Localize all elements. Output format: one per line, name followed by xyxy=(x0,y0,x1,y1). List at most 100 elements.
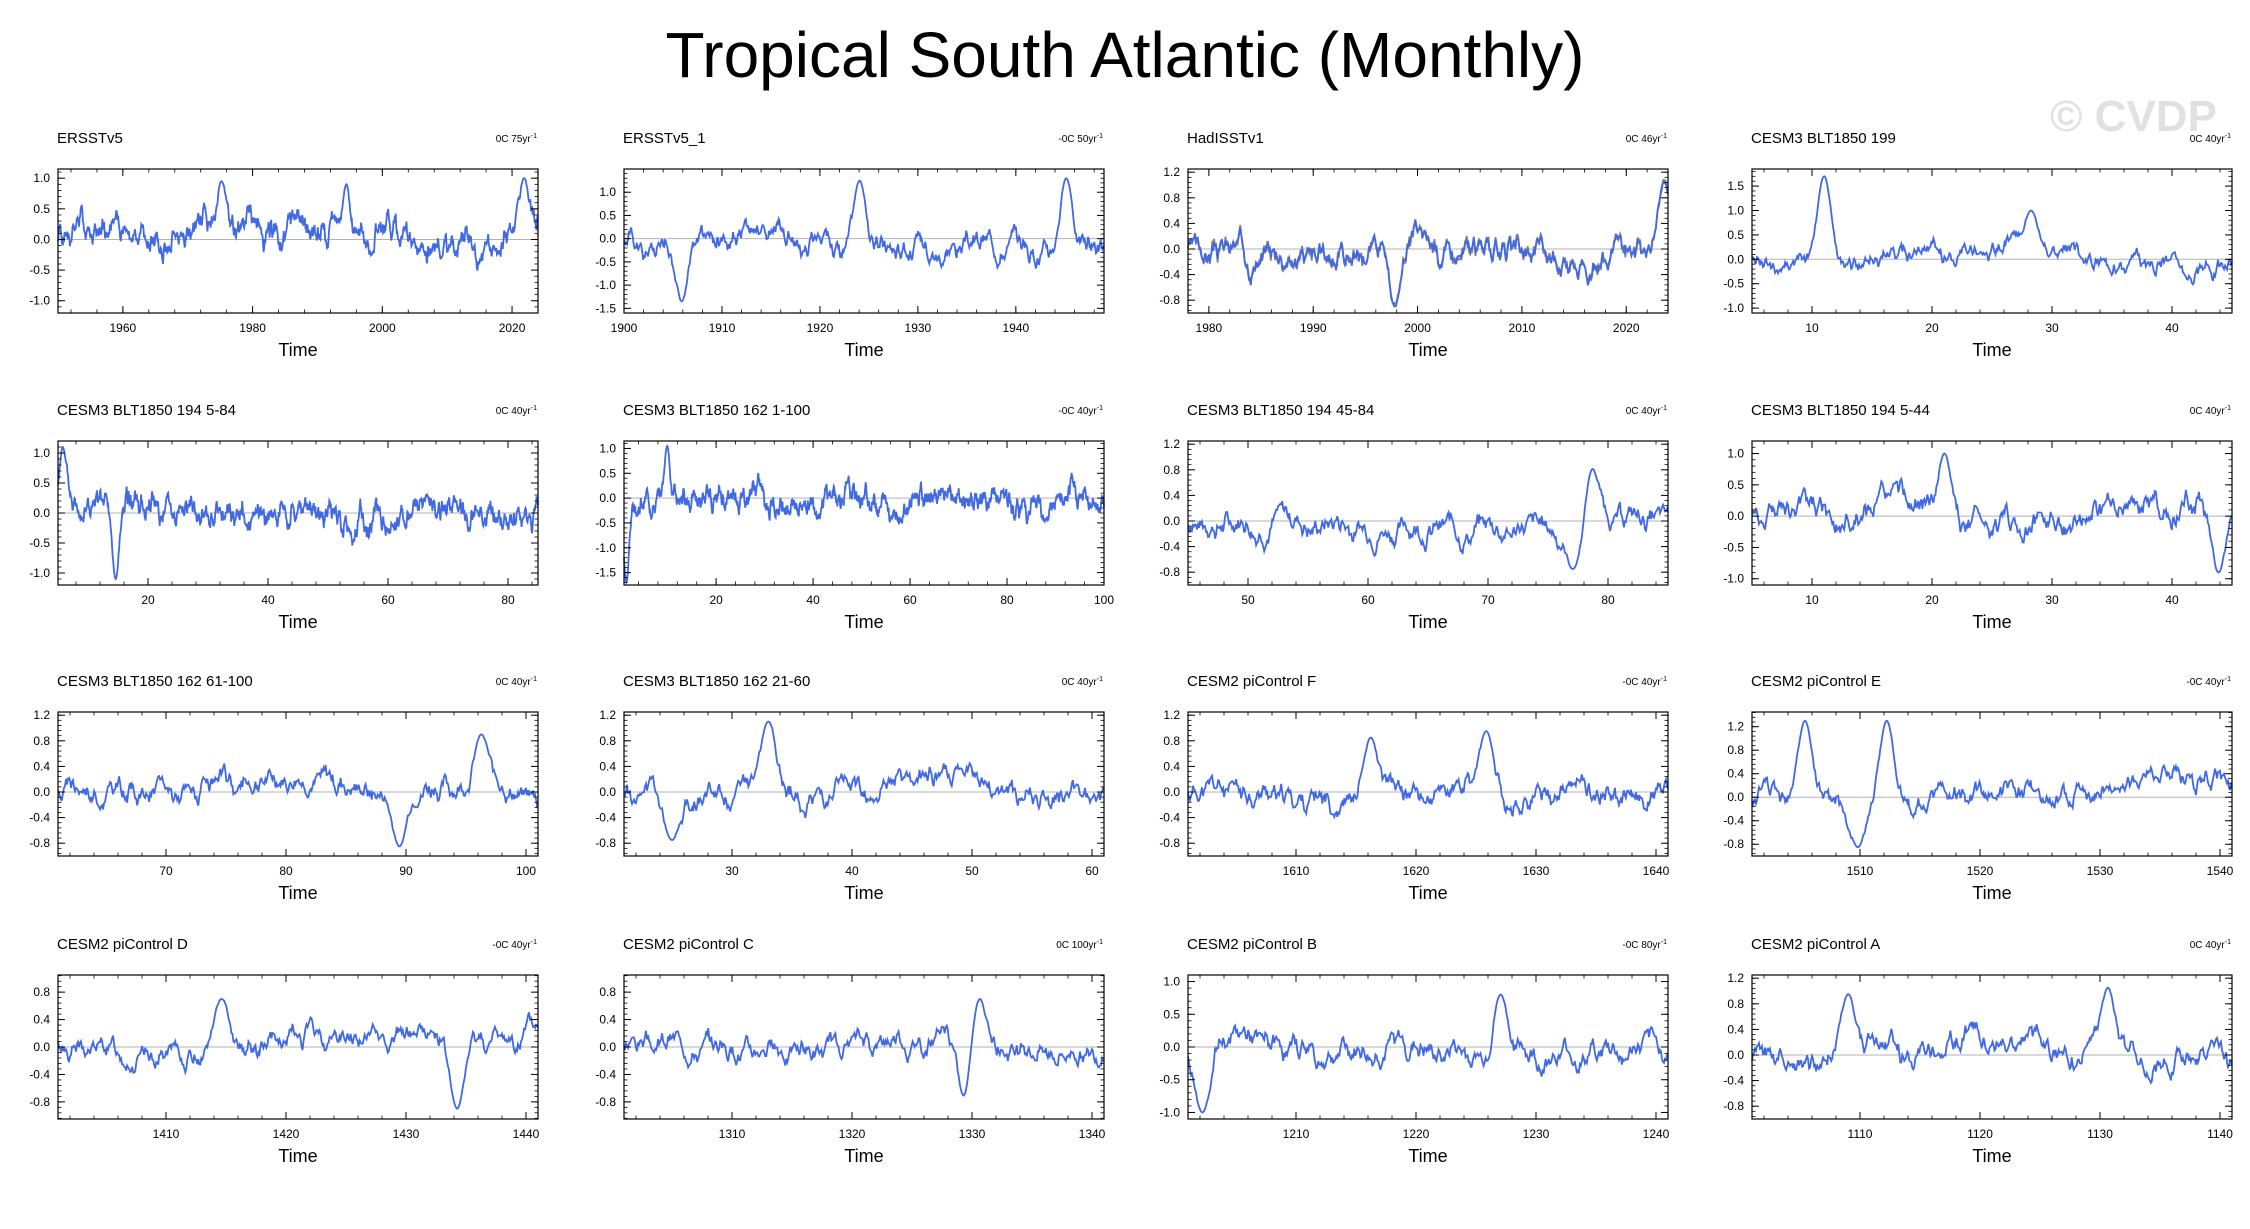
x-tick-label: 2020 xyxy=(1613,321,1640,335)
panel-trend-label: -0C 40yr-1 xyxy=(1058,405,1103,417)
chart-panel-15: CESM2 piControl B -0C 80yr-1 -1.0 -0.5 0.0 0.… xyxy=(1159,936,1669,1166)
x-tick-label: 40 xyxy=(261,593,275,607)
chart-panel-7: CESM3 BLT1850 194 45-84 0C 40yr-1 -0.8 -0.4… xyxy=(1159,402,1669,632)
panel-title: CESM2 piControl D xyxy=(57,936,188,953)
y-tick-label: 1.2 xyxy=(1727,971,1744,985)
panel-title: CESM3 BLT1850 162 21-60 xyxy=(623,673,810,690)
panel-title: CESM3 BLT1850 199 xyxy=(1751,130,1896,147)
y-tick-label: 1.2 xyxy=(1163,708,1180,722)
series-line xyxy=(623,720,1105,841)
y-tick-label: -0.5 xyxy=(1723,277,1744,291)
x-tick-label: 1330 xyxy=(959,1127,986,1141)
x-tick-label: 1510 xyxy=(1847,864,1874,878)
y-tick-label: -0.4 xyxy=(1159,811,1180,825)
trend-superscript: -1 xyxy=(1097,133,1103,140)
x-tick-label: 1130 xyxy=(2087,1127,2113,1141)
x-axis-label: Time xyxy=(844,612,883,632)
panel-trend-label: -0C 40yr-1 xyxy=(1622,676,1667,688)
panel-trend-label: 0C 40yr-1 xyxy=(496,405,537,417)
x-tick-label: 40 xyxy=(2165,321,2179,335)
trend-superscript: -1 xyxy=(531,133,537,140)
y-tick-label: -0.5 xyxy=(595,516,616,530)
y-tick-label: -0.5 xyxy=(29,536,50,550)
y-tick-label: 0.0 xyxy=(33,506,50,520)
x-tick-label: 50 xyxy=(965,864,979,878)
panel-title: CESM2 piControl E xyxy=(1751,673,1881,690)
trend-superscript: -1 xyxy=(1097,939,1103,946)
x-tick-label: 70 xyxy=(159,864,173,878)
y-tick-label: 0.5 xyxy=(599,466,616,480)
series-line xyxy=(1751,719,2233,848)
y-tick-label: 0.0 xyxy=(33,232,50,246)
y-tick-label: 0.5 xyxy=(1163,1007,1180,1021)
y-tick-label: 0.4 xyxy=(599,759,616,773)
chart-panel-10: CESM3 BLT1850 162 21-60 0C 40yr-1 -0.8 -0.4… xyxy=(595,673,1105,903)
y-tick-label: 0.8 xyxy=(33,734,50,748)
x-axis-label: Time xyxy=(1408,612,1447,632)
x-tick-label: 2000 xyxy=(369,321,396,335)
x-tick-label: 1620 xyxy=(1403,864,1430,878)
panel-trend-label: -0C 80yr-1 xyxy=(1622,939,1667,951)
y-tick-label: 1.0 xyxy=(599,441,616,455)
x-tick-label: 1240 xyxy=(1643,1127,1670,1141)
panel-title: ERSSTv5_1 xyxy=(623,130,706,147)
y-tick-label: 0.8 xyxy=(599,985,616,999)
series-line xyxy=(623,177,1105,303)
x-tick-label: 80 xyxy=(1601,593,1615,607)
x-tick-label: 1410 xyxy=(153,1127,180,1141)
y-tick-label: -1.0 xyxy=(595,278,616,292)
y-tick-label: -1.0 xyxy=(595,541,616,555)
x-tick-label: 1910 xyxy=(709,321,736,335)
y-tick-label: 0.4 xyxy=(599,1013,616,1027)
y-tick-label: 0.4 xyxy=(1727,767,1744,781)
x-axis-label: Time xyxy=(1408,883,1447,903)
chart-panel-11: CESM2 piControl F -0C 40yr-1 -0.8 -0.4 0.0 0.… xyxy=(1159,673,1669,903)
x-tick-label: 1640 xyxy=(1643,864,1670,878)
plot-frame xyxy=(57,168,539,314)
y-tick-label: 0.0 xyxy=(33,1040,50,1054)
y-tick-label: 0.8 xyxy=(1163,191,1180,205)
y-tick-label: 0.0 xyxy=(1163,785,1180,799)
series-line xyxy=(1751,175,2233,287)
trend-superscript: -1 xyxy=(1097,405,1103,412)
x-tick-label: 1540 xyxy=(2207,864,2234,878)
x-tick-label: 100 xyxy=(516,864,536,878)
x-tick-label: 1340 xyxy=(1079,1127,1106,1141)
y-tick-label: 0.5 xyxy=(33,476,50,490)
y-tick-label: 0.8 xyxy=(599,734,616,748)
chart-panel-1: ERSSTv5 0C 75yr-1 -1.0 -0.5 0.0 0.5 1.0 1960 198… xyxy=(29,130,539,360)
y-tick-label: -0.4 xyxy=(1159,268,1180,282)
chart-panel-6: CESM3 BLT1850 162 1-100 -0C 40yr-1 -1.5 -1.… xyxy=(595,402,1114,632)
series-line xyxy=(1187,467,1669,570)
y-tick-label: 0.4 xyxy=(1163,759,1180,773)
x-tick-label: 30 xyxy=(2045,593,2059,607)
y-tick-label: -0.8 xyxy=(1159,836,1180,850)
x-axis-label: Time xyxy=(844,883,883,903)
panel-title: CESM3 BLT1850 194 5-44 xyxy=(1751,402,1930,419)
y-tick-label: 0.4 xyxy=(33,759,50,773)
y-tick-label: -1.5 xyxy=(595,301,616,315)
y-tick-label: 1.0 xyxy=(33,171,50,185)
chart-panel-4: CESM3 BLT1850 199 0C 40yr-1 -1.0 -0.5 0.0 0.5… xyxy=(1723,130,2233,360)
panel-title: CESM2 piControl B xyxy=(1187,936,1317,953)
y-tick-label: 1.2 xyxy=(1163,165,1180,179)
y-tick-label: -0.8 xyxy=(595,1095,616,1109)
x-tick-label: 1320 xyxy=(839,1127,866,1141)
panel-title: CESM3 BLT1850 194 5-84 xyxy=(57,402,236,419)
y-tick-label: 0.0 xyxy=(1727,790,1744,804)
trend-superscript: -1 xyxy=(2225,405,2231,412)
y-tick-label: -0.4 xyxy=(595,811,616,825)
y-tick-label: -0.8 xyxy=(1723,837,1744,851)
chart-panel-12: CESM2 piControl E -0C 40yr-1 -0.8 -0.4 0.0 0.… xyxy=(1723,673,2233,903)
x-tick-label: 1980 xyxy=(239,321,266,335)
x-tick-label: 1220 xyxy=(1403,1127,1430,1141)
plot-frame xyxy=(1751,168,2233,314)
plot-frame xyxy=(1751,974,2233,1120)
series-line xyxy=(57,733,539,848)
x-tick-label: 60 xyxy=(381,593,395,607)
y-tick-label: 0.4 xyxy=(1163,216,1180,230)
trend-superscript: -1 xyxy=(1661,939,1667,946)
y-tick-label: -0.4 xyxy=(1723,814,1744,828)
x-axis-label: Time xyxy=(844,1146,883,1166)
panel-trend-label: -0C 40yr-1 xyxy=(492,939,537,951)
